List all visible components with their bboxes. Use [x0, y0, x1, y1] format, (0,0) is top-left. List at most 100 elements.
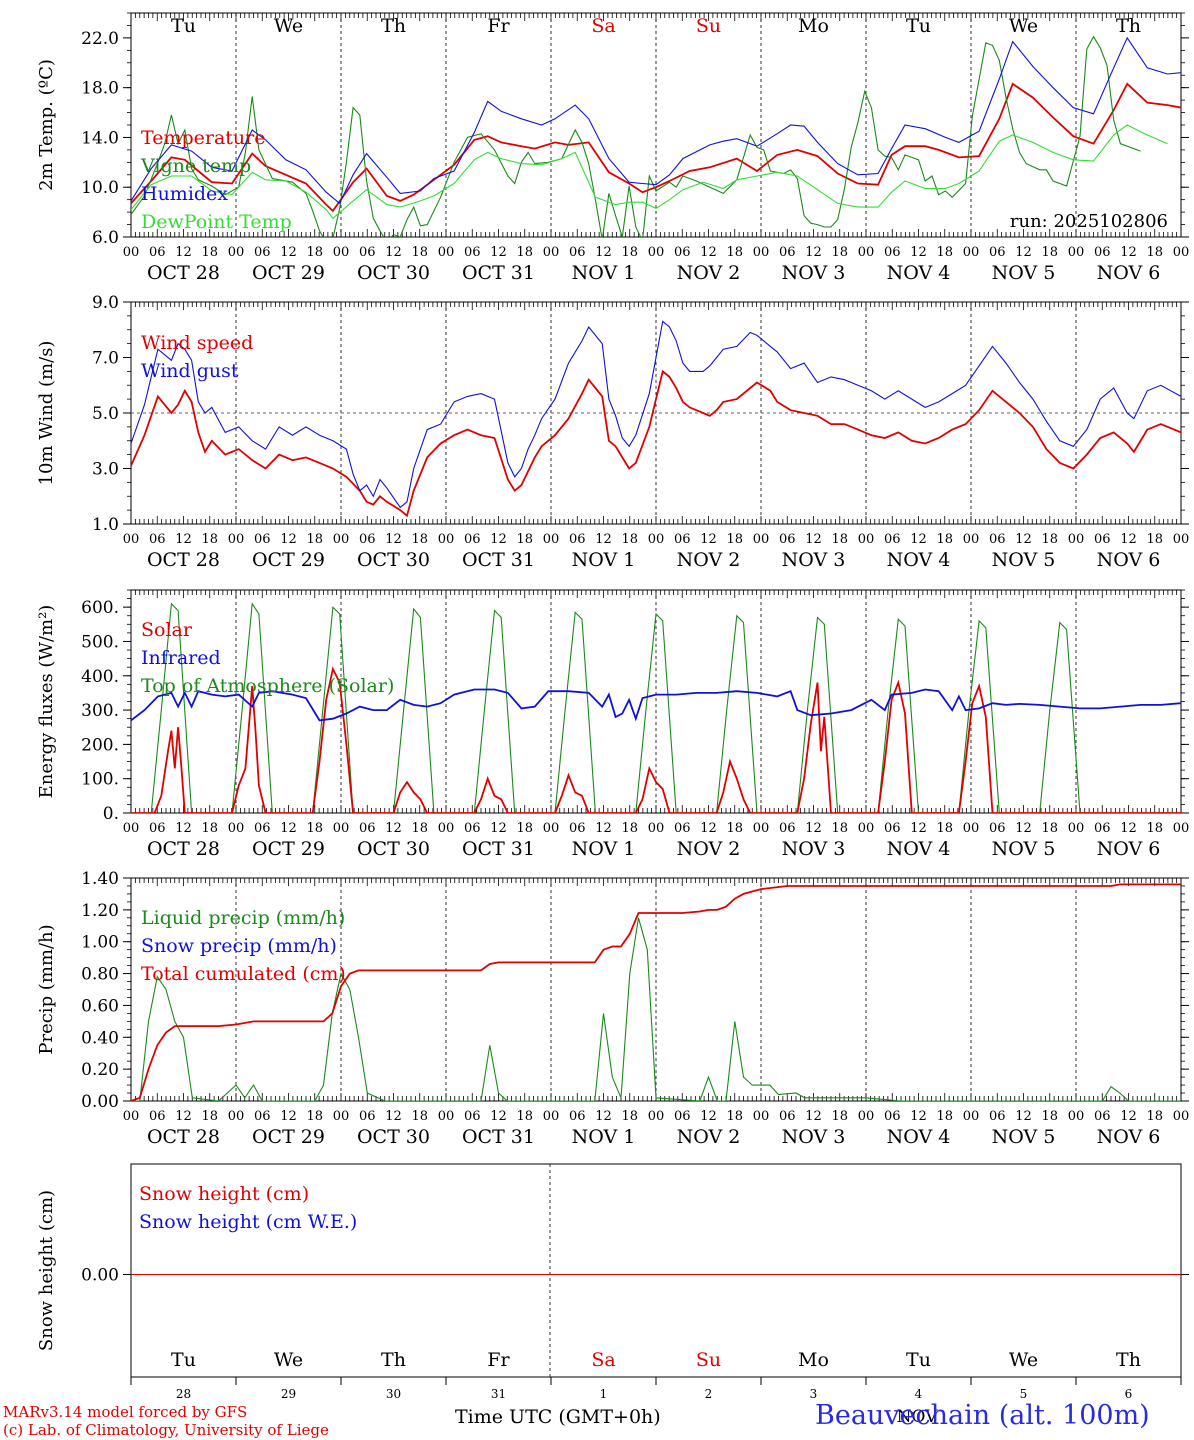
x-hour-label: 06 [464, 821, 481, 836]
x-hour-label: 00 [753, 821, 770, 836]
y-tick-label: 22.0 [81, 29, 119, 49]
x-hour-label: 12 [385, 245, 402, 260]
x-hour-label: 12 [700, 821, 717, 836]
day-name-label: Tu [171, 1349, 196, 1371]
x-date-label: NOV 5 [992, 1126, 1056, 1148]
legend-entry: Top of Atmosphere (Solar) [141, 675, 394, 697]
x-hour-label: 00 [333, 245, 350, 260]
x-hour-label: 18 [516, 532, 533, 547]
x-hour-label: 18 [411, 245, 428, 260]
x-date-label: NOV 4 [887, 549, 951, 571]
x-date-label: OCT 31 [462, 1126, 535, 1148]
x-hour-label: 12 [910, 821, 927, 836]
x-hour-label: 00 [648, 532, 665, 547]
x-hour-label: 00 [963, 532, 980, 547]
x-hour-label: 06 [464, 532, 481, 547]
x-hour-label: 12 [805, 1109, 822, 1124]
x-date-label: OCT 31 [462, 262, 535, 284]
x-date-label: NOV 5 [992, 549, 1056, 571]
x-hour-label: 00 [858, 245, 875, 260]
x-date-label: NOV 5 [992, 262, 1056, 284]
x-hour-label: 00 [648, 1109, 665, 1124]
snow-date-label: 28 [176, 1387, 191, 1401]
x-hour-label: 00 [543, 1109, 560, 1124]
day-name-label: Mo [798, 1349, 829, 1371]
x-date-label: OCT 31 [462, 838, 535, 860]
x-date-label: OCT 30 [357, 1126, 430, 1148]
credit-line-1: MARv3.14 model forced by GFS [3, 1403, 248, 1421]
panel-energy [123, 589, 1189, 814]
x-hour-label: 00 [1068, 245, 1085, 260]
credit-line-2: (c) Lab. of Climatology, University of L… [3, 1421, 329, 1439]
x-hour-label: 12 [175, 1109, 192, 1124]
x-hour-label: 06 [989, 821, 1006, 836]
x-hour-label: 12 [490, 1109, 507, 1124]
x-hour-label: 06 [359, 821, 376, 836]
x-hour-label: 18 [1041, 245, 1058, 260]
x-hour-label: 12 [1120, 532, 1137, 547]
x-hour-label: 00 [228, 821, 245, 836]
x-hour-label: 18 [1041, 1109, 1058, 1124]
x-hour-label: 12 [1015, 245, 1032, 260]
day-name-label: Su [696, 1349, 721, 1371]
x-hour-label: 18 [1146, 245, 1163, 260]
x-hour-label: 00 [753, 532, 770, 547]
x-hour-label: 06 [779, 532, 796, 547]
day-name-label: Sa [591, 15, 615, 37]
x-hour-label: 12 [910, 1109, 927, 1124]
x-hour-label: 12 [175, 245, 192, 260]
x-hour-label: 18 [411, 1109, 428, 1124]
x-date-label: NOV 3 [782, 262, 846, 284]
x-hour-label: 06 [149, 1109, 166, 1124]
x-hour-label: 06 [359, 245, 376, 260]
snow-date-label: 2 [705, 1387, 713, 1401]
x-hour-label: 18 [621, 821, 638, 836]
x-hour-label: 06 [569, 532, 586, 547]
x-hour-label: 18 [1146, 1109, 1163, 1124]
x-hour-label: 06 [989, 1109, 1006, 1124]
x-hour-label: 12 [595, 532, 612, 547]
x-date-label: NOV 3 [782, 1126, 846, 1148]
x-hour-label: 12 [385, 1109, 402, 1124]
run-label: run: 2025102806 [1010, 211, 1168, 232]
x-hour-label: 18 [411, 821, 428, 836]
x-hour-label: 06 [1094, 245, 1111, 260]
x-hour-label: 12 [1015, 821, 1032, 836]
x-hour-label: 00 [438, 821, 455, 836]
legend-entry: Wind speed [141, 332, 253, 354]
x-date-label: NOV 6 [1097, 262, 1161, 284]
x-hour-label: 06 [254, 821, 271, 836]
x-date-label: NOV 2 [677, 549, 741, 571]
x-hour-label: 12 [910, 245, 927, 260]
y-tick-label: 6.0 [92, 228, 119, 248]
x-hour-label: 12 [490, 821, 507, 836]
x-date-label: OCT 29 [252, 838, 325, 860]
x-date-label: OCT 28 [147, 838, 220, 860]
y-tick-label: 400. [81, 667, 119, 687]
x-hour-label: 18 [1146, 532, 1163, 547]
x-hour-label: 18 [726, 1109, 743, 1124]
x-date-label: NOV 4 [887, 1126, 951, 1148]
x-hour-label: 18 [306, 245, 323, 260]
x-hour-label: 00 [333, 1109, 350, 1124]
y-tick-label: 0.80 [81, 965, 119, 985]
x-hour-label: 12 [385, 821, 402, 836]
x-hour-label: 12 [910, 532, 927, 547]
x-hour-label: 12 [595, 1109, 612, 1124]
y-tick-label: 0. [103, 804, 119, 824]
panel-frame [130, 589, 1182, 814]
day-name-label: Sa [591, 1349, 615, 1371]
panel-snow [123, 1163, 1189, 1385]
y-tick-label: 0.20 [81, 1060, 119, 1080]
x-date-label: NOV 4 [887, 262, 951, 284]
x-date-label: OCT 28 [147, 549, 220, 571]
x-hour-label: 12 [1015, 532, 1032, 547]
legend-entry: Solar [141, 619, 193, 641]
x-hour-label: 06 [674, 821, 691, 836]
x-hour-label: 12 [595, 821, 612, 836]
panel-precip [123, 877, 1189, 1102]
y-axis-label: Energy fluxes (W/m²) [36, 605, 57, 799]
x-hour-label: 06 [569, 1109, 586, 1124]
x-date-label: OCT 30 [357, 838, 430, 860]
